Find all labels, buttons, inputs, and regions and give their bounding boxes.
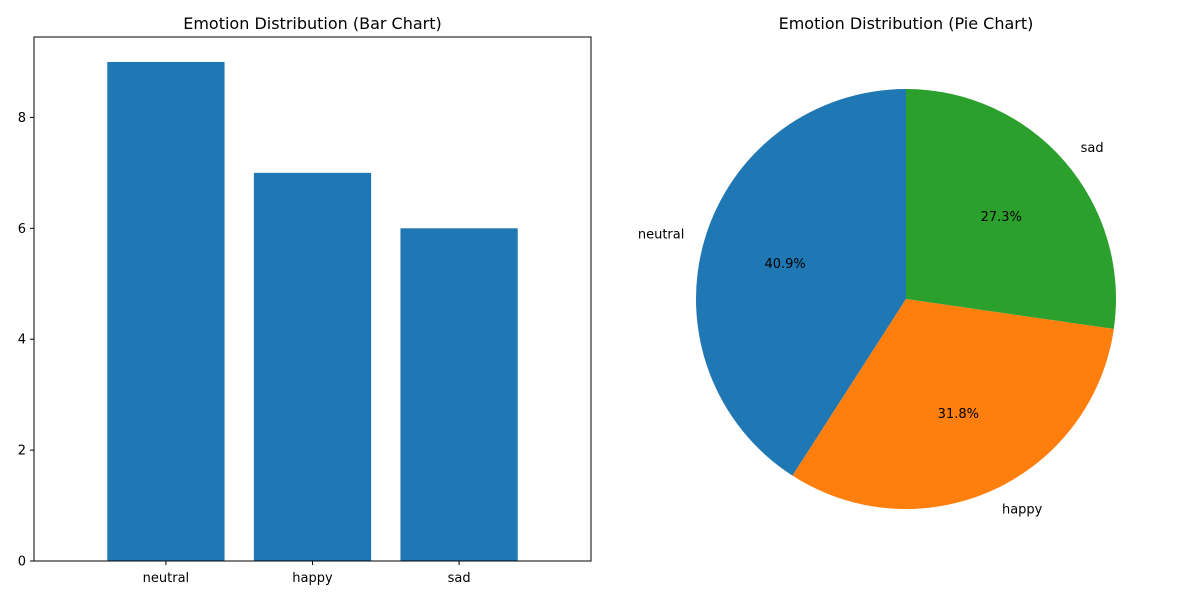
y-tick-label: 8: [18, 111, 26, 126]
pie-wedge-sad: [906, 89, 1116, 329]
pie-chart: Emotion Distribution (Pie Chart) neutral…: [638, 14, 1116, 518]
x-tick-label-neutral: neutral: [143, 571, 190, 586]
bar-series: [107, 61, 518, 562]
pie-wedges: [696, 89, 1116, 510]
x-tick-label-happy: happy: [292, 571, 333, 586]
pie-percent-neutral: 40.9%: [764, 257, 805, 272]
bar-neutral: [107, 61, 225, 561]
y-tick-label: 2: [18, 444, 26, 459]
pie-percent-sad: 27.3%: [981, 210, 1022, 225]
y-tick-label: 0: [18, 555, 26, 570]
bar-chart-title: Emotion Distribution (Bar Chart): [183, 14, 442, 33]
pie-labels: neutral 40.9% happy 31.8% sad 27.3%: [638, 141, 1104, 517]
bar-y-axis: 0 2 4 6 8: [18, 111, 34, 570]
x-tick-label-sad: sad: [448, 571, 471, 586]
y-tick-label: 4: [18, 333, 26, 348]
bar-chart: Emotion Distribution (Bar Chart) 0 2 4 6 8 n…: [18, 14, 592, 586]
pie-wedge-happy: [792, 299, 1114, 510]
pie-label-neutral: neutral: [638, 227, 685, 242]
pie-label-sad: sad: [1081, 141, 1104, 156]
bar-x-axis: neutral happy sad: [143, 561, 471, 586]
pie-chart-title: Emotion Distribution (Pie Chart): [779, 14, 1034, 33]
pie-wedge-neutral: [696, 89, 906, 476]
y-tick-label: 6: [18, 222, 26, 237]
bar-sad: [400, 228, 518, 562]
pie-percent-happy: 31.8%: [938, 407, 979, 422]
pie-label-happy: happy: [1002, 503, 1043, 518]
bar-happy: [253, 172, 372, 561]
bar-plot-frame: [33, 36, 592, 562]
